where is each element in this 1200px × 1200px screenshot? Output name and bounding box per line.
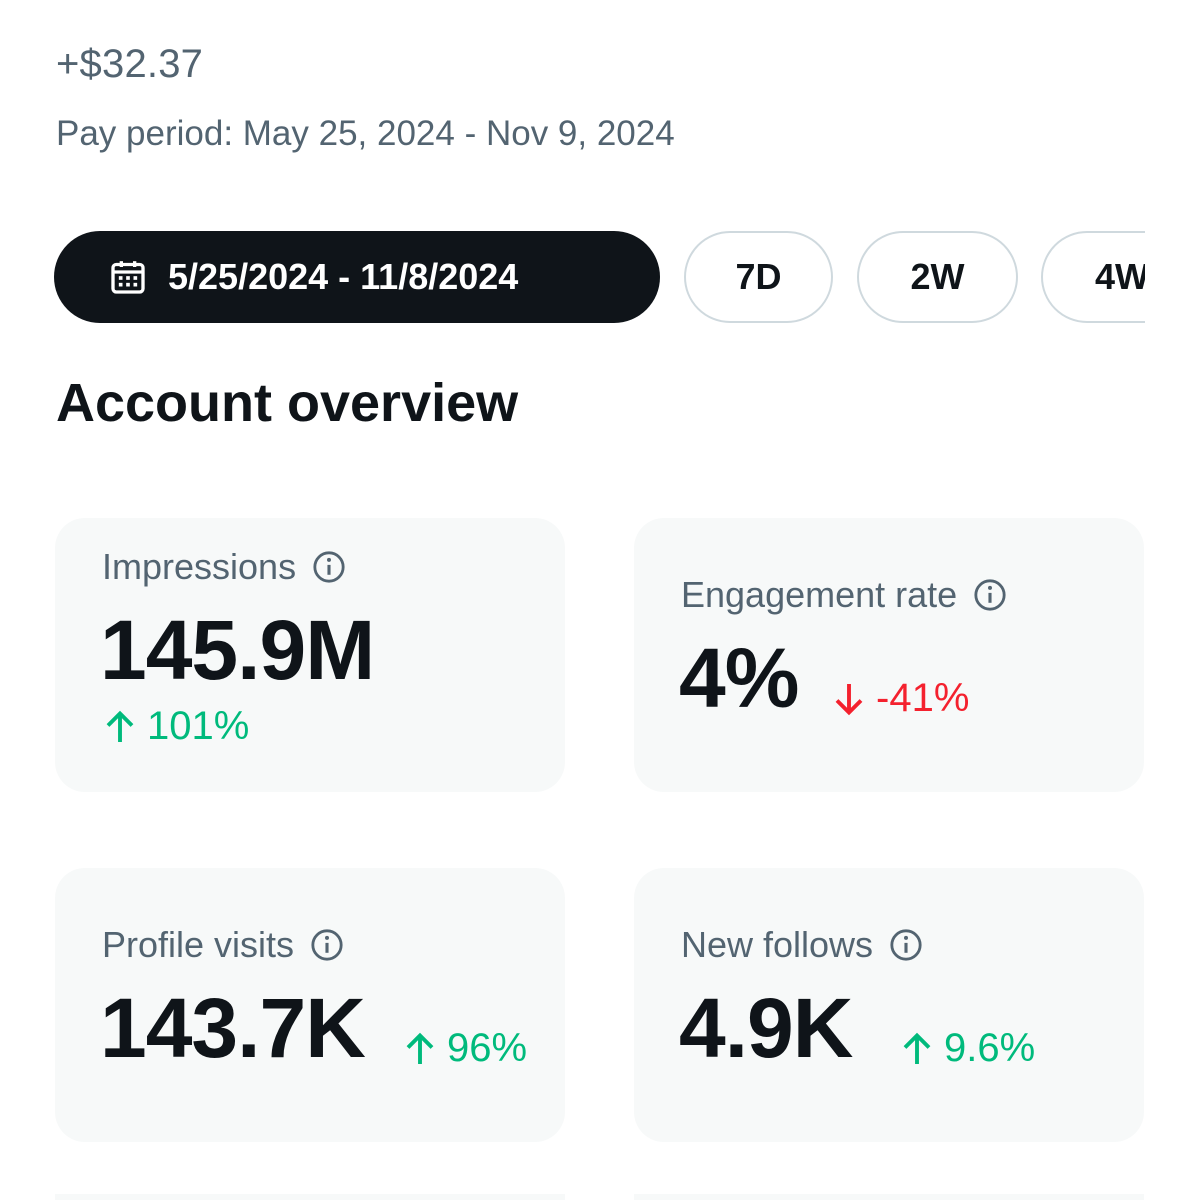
metric-value: 145.9M <box>100 603 375 697</box>
section-title: Account overview <box>56 373 519 433</box>
metric-card-engagement-rate[interactable]: Engagement rate 4% -41% <box>634 518 1144 792</box>
preset-7d-button[interactable]: 7D <box>684 231 833 323</box>
metric-label-row: Profile visits <box>102 924 344 966</box>
metric-label-row: New follows <box>681 924 923 966</box>
calendar-icon <box>111 261 145 294</box>
metric-change: -41% <box>834 676 969 721</box>
date-range-label: 5/25/2024 - 11/8/2024 <box>168 256 519 297</box>
metric-label: Engagement rate <box>681 574 958 615</box>
preset-4w-button[interactable]: 4W <box>1041 231 1145 323</box>
date-range-button[interactable]: 5/25/2024 - 11/8/2024 <box>54 231 660 323</box>
metric-label: New follows <box>681 924 874 965</box>
info-icon[interactable] <box>973 578 1007 612</box>
earnings-amount: +$32.37 <box>56 42 204 86</box>
arrow-up-icon <box>903 1032 931 1064</box>
metric-card-new-follows[interactable]: New follows 4.9K 9.6% <box>634 868 1144 1142</box>
info-icon[interactable] <box>312 550 346 584</box>
preset-2w-button[interactable]: 2W <box>857 231 1018 323</box>
arrow-up-icon <box>106 710 134 742</box>
metric-label: Impressions <box>102 546 297 587</box>
metric-change-value: 9.6% <box>944 1026 1036 1070</box>
metric-card-profile-visits[interactable]: Profile visits 143.7K 96% <box>55 868 565 1142</box>
pay-period-text: Pay period: May 25, 2024 - Nov 9, 2024 <box>56 114 675 153</box>
info-icon[interactable] <box>889 928 923 962</box>
next-card-edge <box>634 1194 1144 1200</box>
metric-change: 9.6% <box>902 1026 1035 1071</box>
arrow-down-icon <box>835 683 863 715</box>
metric-change: 96% <box>405 1026 527 1071</box>
metric-value: 4% <box>679 631 799 725</box>
metric-change-value: -41% <box>876 676 970 720</box>
metric-value: 4.9K <box>679 981 853 1075</box>
metric-card-impressions[interactable]: Impressions 145.9M 101% <box>55 518 565 792</box>
arrow-up-icon <box>406 1032 434 1064</box>
metric-change-value: 101% <box>147 704 250 748</box>
date-filter-bar: 5/25/2024 - 11/8/2024 7D 2W 4W <box>54 231 1145 323</box>
metric-change: 101% <box>105 704 249 749</box>
metric-label: Profile visits <box>102 924 295 965</box>
metric-label-row: Impressions <box>102 546 346 588</box>
next-card-edge <box>55 1194 565 1200</box>
info-icon[interactable] <box>310 928 344 962</box>
metric-change-value: 96% <box>447 1026 528 1070</box>
metric-value: 143.7K <box>100 981 366 1075</box>
metric-label-row: Engagement rate <box>681 574 1007 616</box>
